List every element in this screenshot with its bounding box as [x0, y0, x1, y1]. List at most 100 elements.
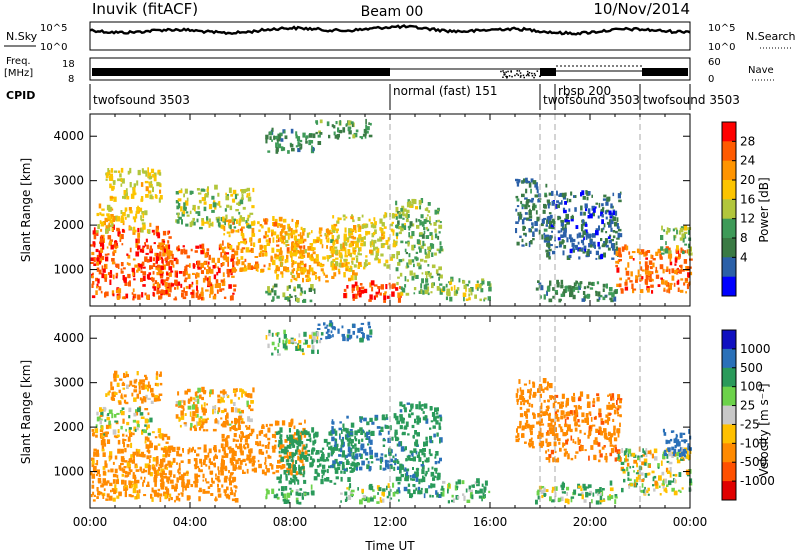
echo-cell — [226, 435, 230, 439]
echo-cell — [614, 494, 618, 498]
echo-cell — [177, 391, 180, 396]
echo-cell — [116, 412, 120, 415]
echo-cell — [545, 406, 549, 409]
echo-cell — [680, 264, 683, 269]
echo-cell — [122, 418, 125, 424]
echo-cell — [91, 459, 95, 465]
echo-cell — [126, 421, 130, 426]
echo-cell — [301, 447, 304, 453]
echo-cell — [214, 453, 217, 459]
echo-cell — [368, 134, 373, 138]
echo-cell — [208, 204, 213, 210]
echo-cell — [400, 292, 404, 296]
echo-cell — [184, 413, 187, 416]
freq-dot — [523, 76, 525, 79]
echo-cell — [211, 195, 215, 200]
echo-cell — [532, 238, 535, 241]
echo-cell — [220, 279, 224, 283]
echo-cell — [383, 295, 387, 301]
echo-cell — [434, 228, 437, 233]
echo-cell — [465, 283, 469, 287]
echo-cell — [283, 266, 287, 272]
echo-cell — [352, 452, 355, 456]
echo-cell — [516, 181, 520, 184]
freq-dot — [531, 75, 534, 77]
echo-cell — [329, 431, 333, 436]
echo-cell — [344, 250, 347, 255]
echo-cell — [266, 468, 270, 473]
echo-cell — [231, 498, 236, 502]
echo-cell — [186, 214, 190, 217]
echo-cell — [439, 274, 443, 279]
echo-cell — [379, 497, 382, 502]
echo-cell — [148, 272, 152, 276]
echo-cell — [176, 205, 180, 210]
echo-cell — [309, 462, 313, 468]
echo-cell — [515, 435, 519, 439]
echo-cell — [215, 216, 218, 221]
echo-cell — [261, 245, 264, 249]
echo-cell — [578, 256, 581, 260]
echo-cell — [418, 478, 421, 485]
echo-cell — [225, 494, 229, 498]
echo-cell — [581, 235, 585, 238]
echo-cell — [396, 459, 399, 463]
echo-cell — [549, 496, 552, 502]
echo-cell — [123, 372, 125, 378]
echo-cell — [130, 193, 135, 199]
echo-cell — [564, 219, 569, 223]
echo-cell — [402, 258, 405, 262]
echo-cell — [199, 487, 202, 492]
echo-cell — [685, 291, 687, 294]
freq-dot — [504, 73, 506, 75]
echo-cell — [289, 451, 293, 458]
cpid-program-label: twofsound 3503 — [643, 93, 740, 107]
echo-cell — [192, 207, 195, 211]
echo-cell — [209, 484, 213, 487]
echo-cell — [612, 209, 616, 212]
echo-cell — [132, 432, 135, 436]
echo-cell — [182, 245, 185, 248]
echo-cell — [402, 431, 406, 436]
echo-cell — [342, 246, 345, 250]
echo-cell — [142, 479, 146, 483]
echo-cell — [255, 441, 259, 445]
echo-cell — [614, 210, 618, 216]
echo-cell — [616, 408, 620, 411]
echo-cell — [598, 459, 601, 463]
echo-cell — [136, 490, 139, 494]
echo-cell — [426, 214, 429, 217]
echo-cell — [548, 427, 553, 432]
echo-cell — [320, 478, 324, 485]
echo-cell — [648, 260, 653, 265]
echo-cell — [551, 499, 555, 503]
echo-cell — [361, 488, 364, 493]
echo-cell — [177, 198, 182, 202]
echo-cell — [400, 474, 404, 478]
echo-cell — [592, 404, 595, 407]
echo-cell — [413, 287, 417, 291]
echo-cell — [577, 282, 580, 287]
echo-cell — [521, 395, 525, 400]
echo-cell — [338, 262, 342, 268]
echo-cell — [192, 217, 195, 221]
echo-cell — [365, 223, 369, 228]
echo-cell — [409, 409, 412, 413]
echo-cell — [286, 456, 290, 462]
echo-cell — [152, 271, 155, 275]
echo-cell — [208, 218, 211, 223]
echo-cell — [279, 427, 283, 433]
echo-cell — [521, 219, 525, 225]
echo-cell — [108, 495, 113, 501]
echo-cell — [155, 267, 158, 270]
echo-cell — [155, 255, 160, 261]
echo-cell — [280, 486, 285, 492]
echo-cell — [429, 216, 431, 222]
echo-cell — [284, 231, 288, 235]
echo-cell — [542, 209, 546, 214]
echo-cell — [323, 322, 326, 326]
echo-cell — [425, 283, 429, 286]
echo-cell — [292, 444, 296, 448]
echo-cell — [147, 444, 150, 449]
